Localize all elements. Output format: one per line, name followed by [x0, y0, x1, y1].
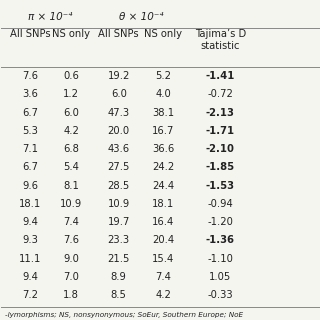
Text: 10.9: 10.9 — [60, 199, 82, 209]
Text: 23.3: 23.3 — [108, 236, 130, 245]
Text: 16.4: 16.4 — [152, 217, 174, 227]
Text: -lymorphisms; NS, nonsynonymous; SoEur, Southern Europe; NoE: -lymorphisms; NS, nonsynonymous; SoEur, … — [4, 312, 243, 318]
Text: 5.4: 5.4 — [63, 163, 79, 172]
Text: 27.5: 27.5 — [108, 163, 130, 172]
Text: -0.33: -0.33 — [207, 290, 233, 300]
Text: 8.5: 8.5 — [111, 290, 127, 300]
Text: 7.6: 7.6 — [22, 71, 38, 81]
Text: π × 10⁻⁴: π × 10⁻⁴ — [28, 12, 73, 22]
Text: 9.4: 9.4 — [22, 217, 38, 227]
Text: 5.3: 5.3 — [22, 126, 38, 136]
Text: 24.4: 24.4 — [152, 181, 174, 191]
Text: 8.1: 8.1 — [63, 181, 79, 191]
Text: 20.0: 20.0 — [108, 126, 130, 136]
Text: 6.8: 6.8 — [63, 144, 79, 154]
Text: 7.1: 7.1 — [22, 144, 38, 154]
Text: 21.5: 21.5 — [108, 254, 130, 264]
Text: All SNPs: All SNPs — [10, 29, 50, 39]
Text: 7.0: 7.0 — [63, 272, 79, 282]
Text: 18.1: 18.1 — [152, 199, 174, 209]
Text: 24.2: 24.2 — [152, 163, 174, 172]
Text: 16.7: 16.7 — [152, 126, 174, 136]
Text: -0.94: -0.94 — [207, 199, 233, 209]
Text: -1.20: -1.20 — [207, 217, 233, 227]
Text: 9.0: 9.0 — [63, 254, 79, 264]
Text: NS only: NS only — [144, 29, 182, 39]
Text: Tajima’s D
statistic: Tajima’s D statistic — [195, 29, 246, 51]
Text: -1.53: -1.53 — [206, 181, 235, 191]
Text: -2.13: -2.13 — [206, 108, 235, 118]
Text: 1.2: 1.2 — [63, 90, 79, 100]
Text: 7.4: 7.4 — [63, 217, 79, 227]
Text: 47.3: 47.3 — [108, 108, 130, 118]
Text: 15.4: 15.4 — [152, 254, 174, 264]
Text: 43.6: 43.6 — [108, 144, 130, 154]
Text: 9.4: 9.4 — [22, 272, 38, 282]
Text: -0.72: -0.72 — [207, 90, 233, 100]
Text: 20.4: 20.4 — [152, 236, 174, 245]
Text: 4.0: 4.0 — [155, 90, 171, 100]
Text: -2.10: -2.10 — [206, 144, 235, 154]
Text: 3.6: 3.6 — [22, 90, 38, 100]
Text: -1.41: -1.41 — [205, 71, 235, 81]
Text: -1.85: -1.85 — [206, 163, 235, 172]
Text: -1.10: -1.10 — [207, 254, 233, 264]
Text: θ × 10⁻⁴: θ × 10⁻⁴ — [119, 12, 163, 22]
Text: 38.1: 38.1 — [152, 108, 174, 118]
Text: 8.9: 8.9 — [111, 272, 127, 282]
Text: 18.1: 18.1 — [19, 199, 41, 209]
Text: 4.2: 4.2 — [63, 126, 79, 136]
Text: 19.7: 19.7 — [108, 217, 130, 227]
Text: 7.6: 7.6 — [63, 236, 79, 245]
Text: 7.2: 7.2 — [22, 290, 38, 300]
Text: 6.7: 6.7 — [22, 108, 38, 118]
Text: 6.7: 6.7 — [22, 163, 38, 172]
Text: 7.4: 7.4 — [155, 272, 171, 282]
Text: 0.6: 0.6 — [63, 71, 79, 81]
Text: 9.6: 9.6 — [22, 181, 38, 191]
Text: All SNPs: All SNPs — [99, 29, 139, 39]
Text: -1.36: -1.36 — [206, 236, 235, 245]
Text: 1.8: 1.8 — [63, 290, 79, 300]
Text: 11.1: 11.1 — [19, 254, 41, 264]
Text: 28.5: 28.5 — [108, 181, 130, 191]
Text: 1.05: 1.05 — [209, 272, 231, 282]
Text: 5.2: 5.2 — [155, 71, 171, 81]
Text: NS only: NS only — [52, 29, 90, 39]
Text: 19.2: 19.2 — [108, 71, 130, 81]
Text: 6.0: 6.0 — [111, 90, 127, 100]
Text: -1.71: -1.71 — [206, 126, 235, 136]
Text: 4.2: 4.2 — [155, 290, 171, 300]
Text: 6.0: 6.0 — [63, 108, 79, 118]
Text: 36.6: 36.6 — [152, 144, 174, 154]
Text: 9.3: 9.3 — [22, 236, 38, 245]
Text: 10.9: 10.9 — [108, 199, 130, 209]
